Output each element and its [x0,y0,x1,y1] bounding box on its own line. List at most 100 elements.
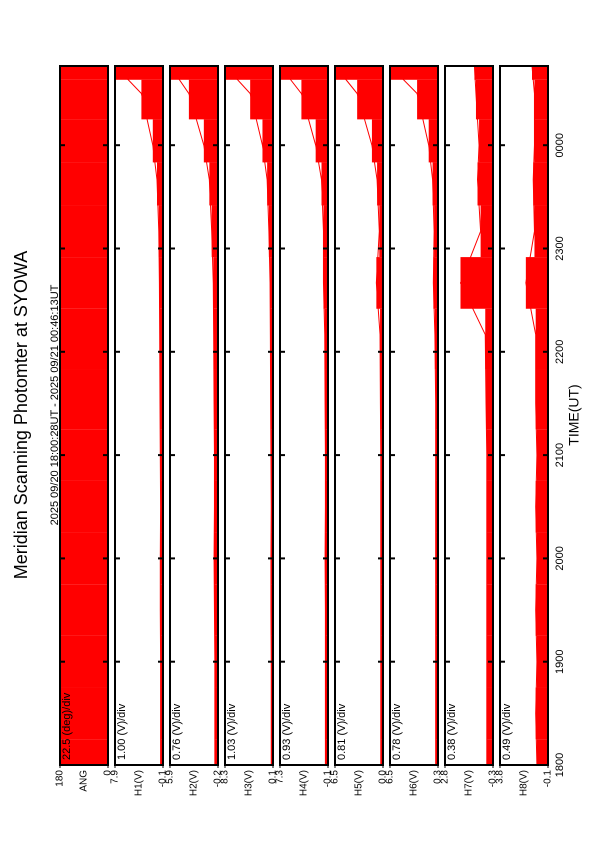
series-line [525,65,538,766]
y-axis-label: H8(V) [519,770,530,796]
area-segment [60,308,108,370]
y-tick-label: -0.2 [213,770,224,788]
y-tick-label: -0.3 [488,770,499,788]
area-segment [60,480,108,533]
area-segment [535,584,548,636]
y-axis-label: H2(V) [189,770,200,796]
area-segment [535,687,548,740]
area-segment [536,429,548,481]
area-segment [60,739,108,765]
y-tick-label: -0.1 [543,770,554,788]
area-segment [428,119,438,163]
area-segment [380,369,383,430]
y-tick-label: 6.5 [330,770,341,784]
area-segment [157,162,163,206]
chart-title: Meridian Scanning Photomter at SYOWA [11,251,31,579]
area-segment [324,308,328,370]
area-segment [225,66,273,80]
y-tick-label: 6.5 [385,770,396,784]
area-segment [536,532,548,585]
area-segment [486,480,493,533]
y-tick-label: 5.9 [165,770,176,784]
chart-subtitle: 2025 09/20 18:00:28UT - 2025 09/21 00:46… [49,284,61,525]
area-segment [214,739,218,765]
area-segment [60,205,108,258]
area-segment [486,369,493,430]
area-segment [432,162,438,206]
y-axis-label: ANG [79,770,90,792]
area-segment [533,162,548,206]
y-tick-label: 2.8 [440,770,451,784]
area-segment [486,687,493,740]
area-segment [534,79,548,120]
area-segment [379,205,383,258]
area-segment [486,584,493,636]
y-tick-label: 7.3 [275,770,286,784]
area-segment [213,257,218,309]
area-segment [250,79,273,120]
area-segment [159,308,163,370]
series-line [279,65,326,765]
area-segment [486,739,493,765]
area-segment [262,119,273,163]
x-tick-label: 2200 [554,340,566,364]
area-segment [325,739,328,765]
area-segment [435,480,438,533]
x-tick-label: 2300 [554,236,566,260]
panel-scale: 1.03 (V)/div [226,703,238,760]
panel-frame [389,65,439,766]
area-segment [380,687,383,740]
panel-frame [334,65,384,766]
area-segment [534,205,548,258]
area-segment [477,162,493,206]
x-tick-label: 0000 [554,133,566,157]
series-line [459,65,488,765]
area-segment [376,257,383,309]
area-segment [214,480,218,533]
area-segment [160,687,163,740]
area-segment [535,308,548,370]
y-tick-label: 8.3 [220,770,231,784]
area-segment [535,480,548,533]
y-tick-label: -0.1 [158,770,169,788]
area-segment [479,119,493,163]
panel-frame [444,65,494,766]
y-tick-label: 0 [103,770,114,776]
area-segment [536,635,548,688]
y-axis-label: H6(V) [409,770,420,796]
area-segment [60,532,108,585]
area-segment [335,66,383,80]
area-segment [170,66,218,80]
area-segment [433,257,438,309]
area-segment [270,257,273,309]
area-segment [323,205,328,258]
area-segment [280,66,328,80]
area-segment [214,687,218,740]
area-segment [475,79,493,120]
y-tick-label: 7.9 [110,770,121,784]
area-segment [474,66,493,80]
area-segment [435,369,438,430]
x-tick-label: 1900 [554,649,566,673]
area-segment [160,480,163,533]
series-line [114,65,162,765]
area-segment [325,369,328,430]
area-segment [357,79,383,120]
area-segment [301,79,328,120]
area-segment [214,369,218,430]
y-axis-label: H4(V) [299,770,310,796]
area-segment [267,162,273,206]
area-segment [60,635,108,688]
area-segment [435,739,438,765]
area-segment [380,739,383,765]
area-segment [325,584,328,636]
area-segment [115,66,163,80]
area-segment [315,119,328,163]
area-segment [60,369,108,430]
area-segment [60,257,108,309]
y-tick-label: 0.1 [268,770,279,784]
y-axis-label: H5(V) [354,770,365,796]
panel-frame [279,65,329,766]
area-segment [159,257,163,309]
y-tick-label: 180 [55,770,66,787]
